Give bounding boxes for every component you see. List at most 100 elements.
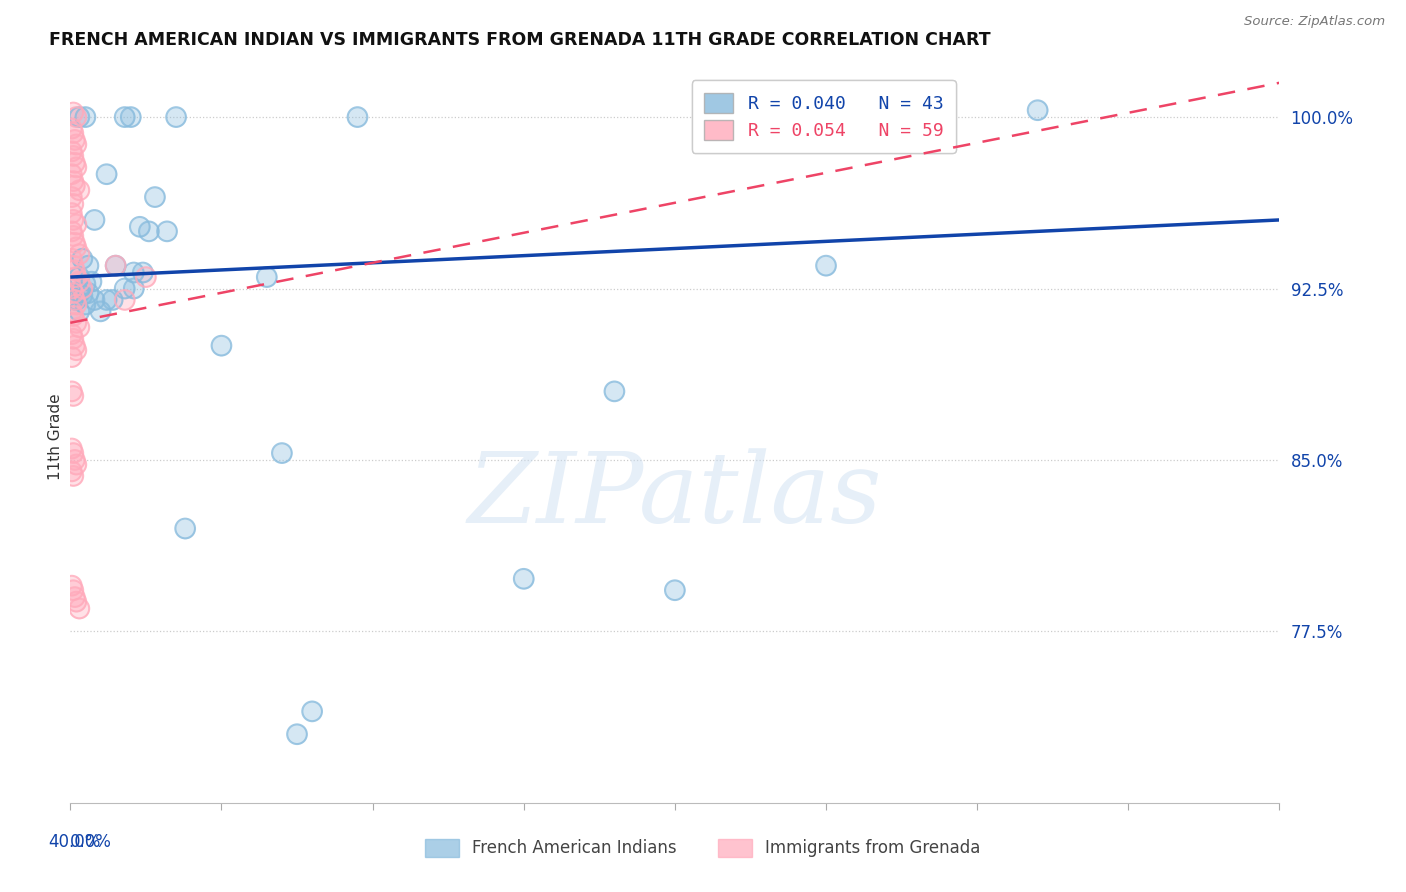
Point (65, 343, 87, 358)
Point (63, 133, 86, 147)
Point (664, 583, 686, 598)
Point (63, 263, 86, 277)
Point (75, 110, 97, 124)
Point (62, 389, 84, 403)
Point (67, 601, 90, 615)
Point (67, 286, 90, 301)
Text: 40.0%: 40.0% (48, 833, 101, 851)
Point (72, 281, 94, 295)
Point (67, 270, 90, 285)
Point (62, 469, 84, 483)
Point (815, 259, 838, 273)
Point (67, 247, 90, 261)
Point (346, 110, 368, 124)
Point (63, 235, 86, 250)
Point (72, 288, 94, 302)
Point (114, 110, 136, 124)
Point (104, 259, 127, 273)
Point (62, 174, 84, 188)
Point (67, 275, 90, 289)
Point (60, 190, 83, 204)
Point (65, 316, 87, 330)
Point (60, 145, 83, 159)
Point (60, 442, 83, 456)
Point (83, 293, 105, 307)
Point (63, 590, 86, 604)
Point (211, 338, 233, 352)
Point (60, 121, 83, 136)
Point (62, 446, 84, 460)
Point (60, 384, 83, 399)
Point (122, 265, 145, 279)
Point (135, 270, 157, 285)
Point (60, 442, 83, 456)
Point (80, 275, 103, 289)
Point (114, 293, 136, 307)
Point (67, 270, 90, 285)
Point (60, 350, 83, 364)
Point (101, 293, 124, 307)
Point (60, 304, 83, 318)
Point (62, 309, 84, 323)
Point (138, 224, 160, 238)
Point (60, 206, 83, 220)
Point (65, 293, 87, 307)
Point (120, 110, 142, 124)
Point (101, 293, 124, 307)
Text: ZIPatlas: ZIPatlas (468, 448, 882, 543)
Point (96, 293, 118, 307)
Point (67, 320, 90, 334)
Point (72, 252, 94, 266)
Y-axis label: 11th Grade: 11th Grade (48, 393, 63, 481)
Point (122, 281, 145, 295)
Point (77, 286, 100, 301)
Point (174, 521, 197, 535)
Point (62, 228, 84, 243)
Point (83, 293, 105, 307)
Point (62, 126, 84, 140)
Point (65, 240, 87, 254)
Point (65, 218, 87, 232)
Point (67, 110, 90, 124)
Point (67, 304, 90, 318)
Point (128, 219, 150, 234)
Point (62, 446, 84, 460)
Point (174, 521, 197, 535)
Point (62, 105, 84, 120)
Point (664, 583, 686, 598)
Point (60, 206, 83, 220)
Point (62, 332, 84, 346)
Point (65, 594, 87, 608)
Point (67, 110, 90, 124)
Point (60, 579, 83, 593)
Point (256, 270, 278, 285)
Point (63, 590, 86, 604)
Point (62, 583, 84, 598)
Point (63, 453, 86, 467)
Text: FRENCH AMERICAN INDIAN VS IMMIGRANTS FROM GRENADA 11TH GRADE CORRELATION CHART: FRENCH AMERICAN INDIAN VS IMMIGRANTS FRO… (49, 31, 991, 49)
Point (60, 281, 83, 295)
Point (63, 263, 86, 277)
Point (135, 270, 157, 285)
Point (75, 297, 97, 311)
Point (65, 458, 87, 472)
Point (114, 293, 136, 307)
Point (60, 464, 83, 478)
Point (65, 240, 87, 254)
Point (65, 110, 87, 124)
Point (60, 384, 83, 399)
Point (60, 167, 83, 181)
Point (96, 293, 118, 307)
Point (156, 224, 179, 238)
Point (104, 259, 127, 273)
Point (60, 304, 83, 318)
Point (62, 332, 84, 346)
Point (60, 190, 83, 204)
Point (90, 304, 111, 318)
Point (270, 446, 294, 460)
Point (62, 126, 84, 140)
Point (67, 320, 90, 334)
Point (72, 281, 94, 295)
Point (63, 293, 86, 307)
Point (60, 121, 83, 136)
